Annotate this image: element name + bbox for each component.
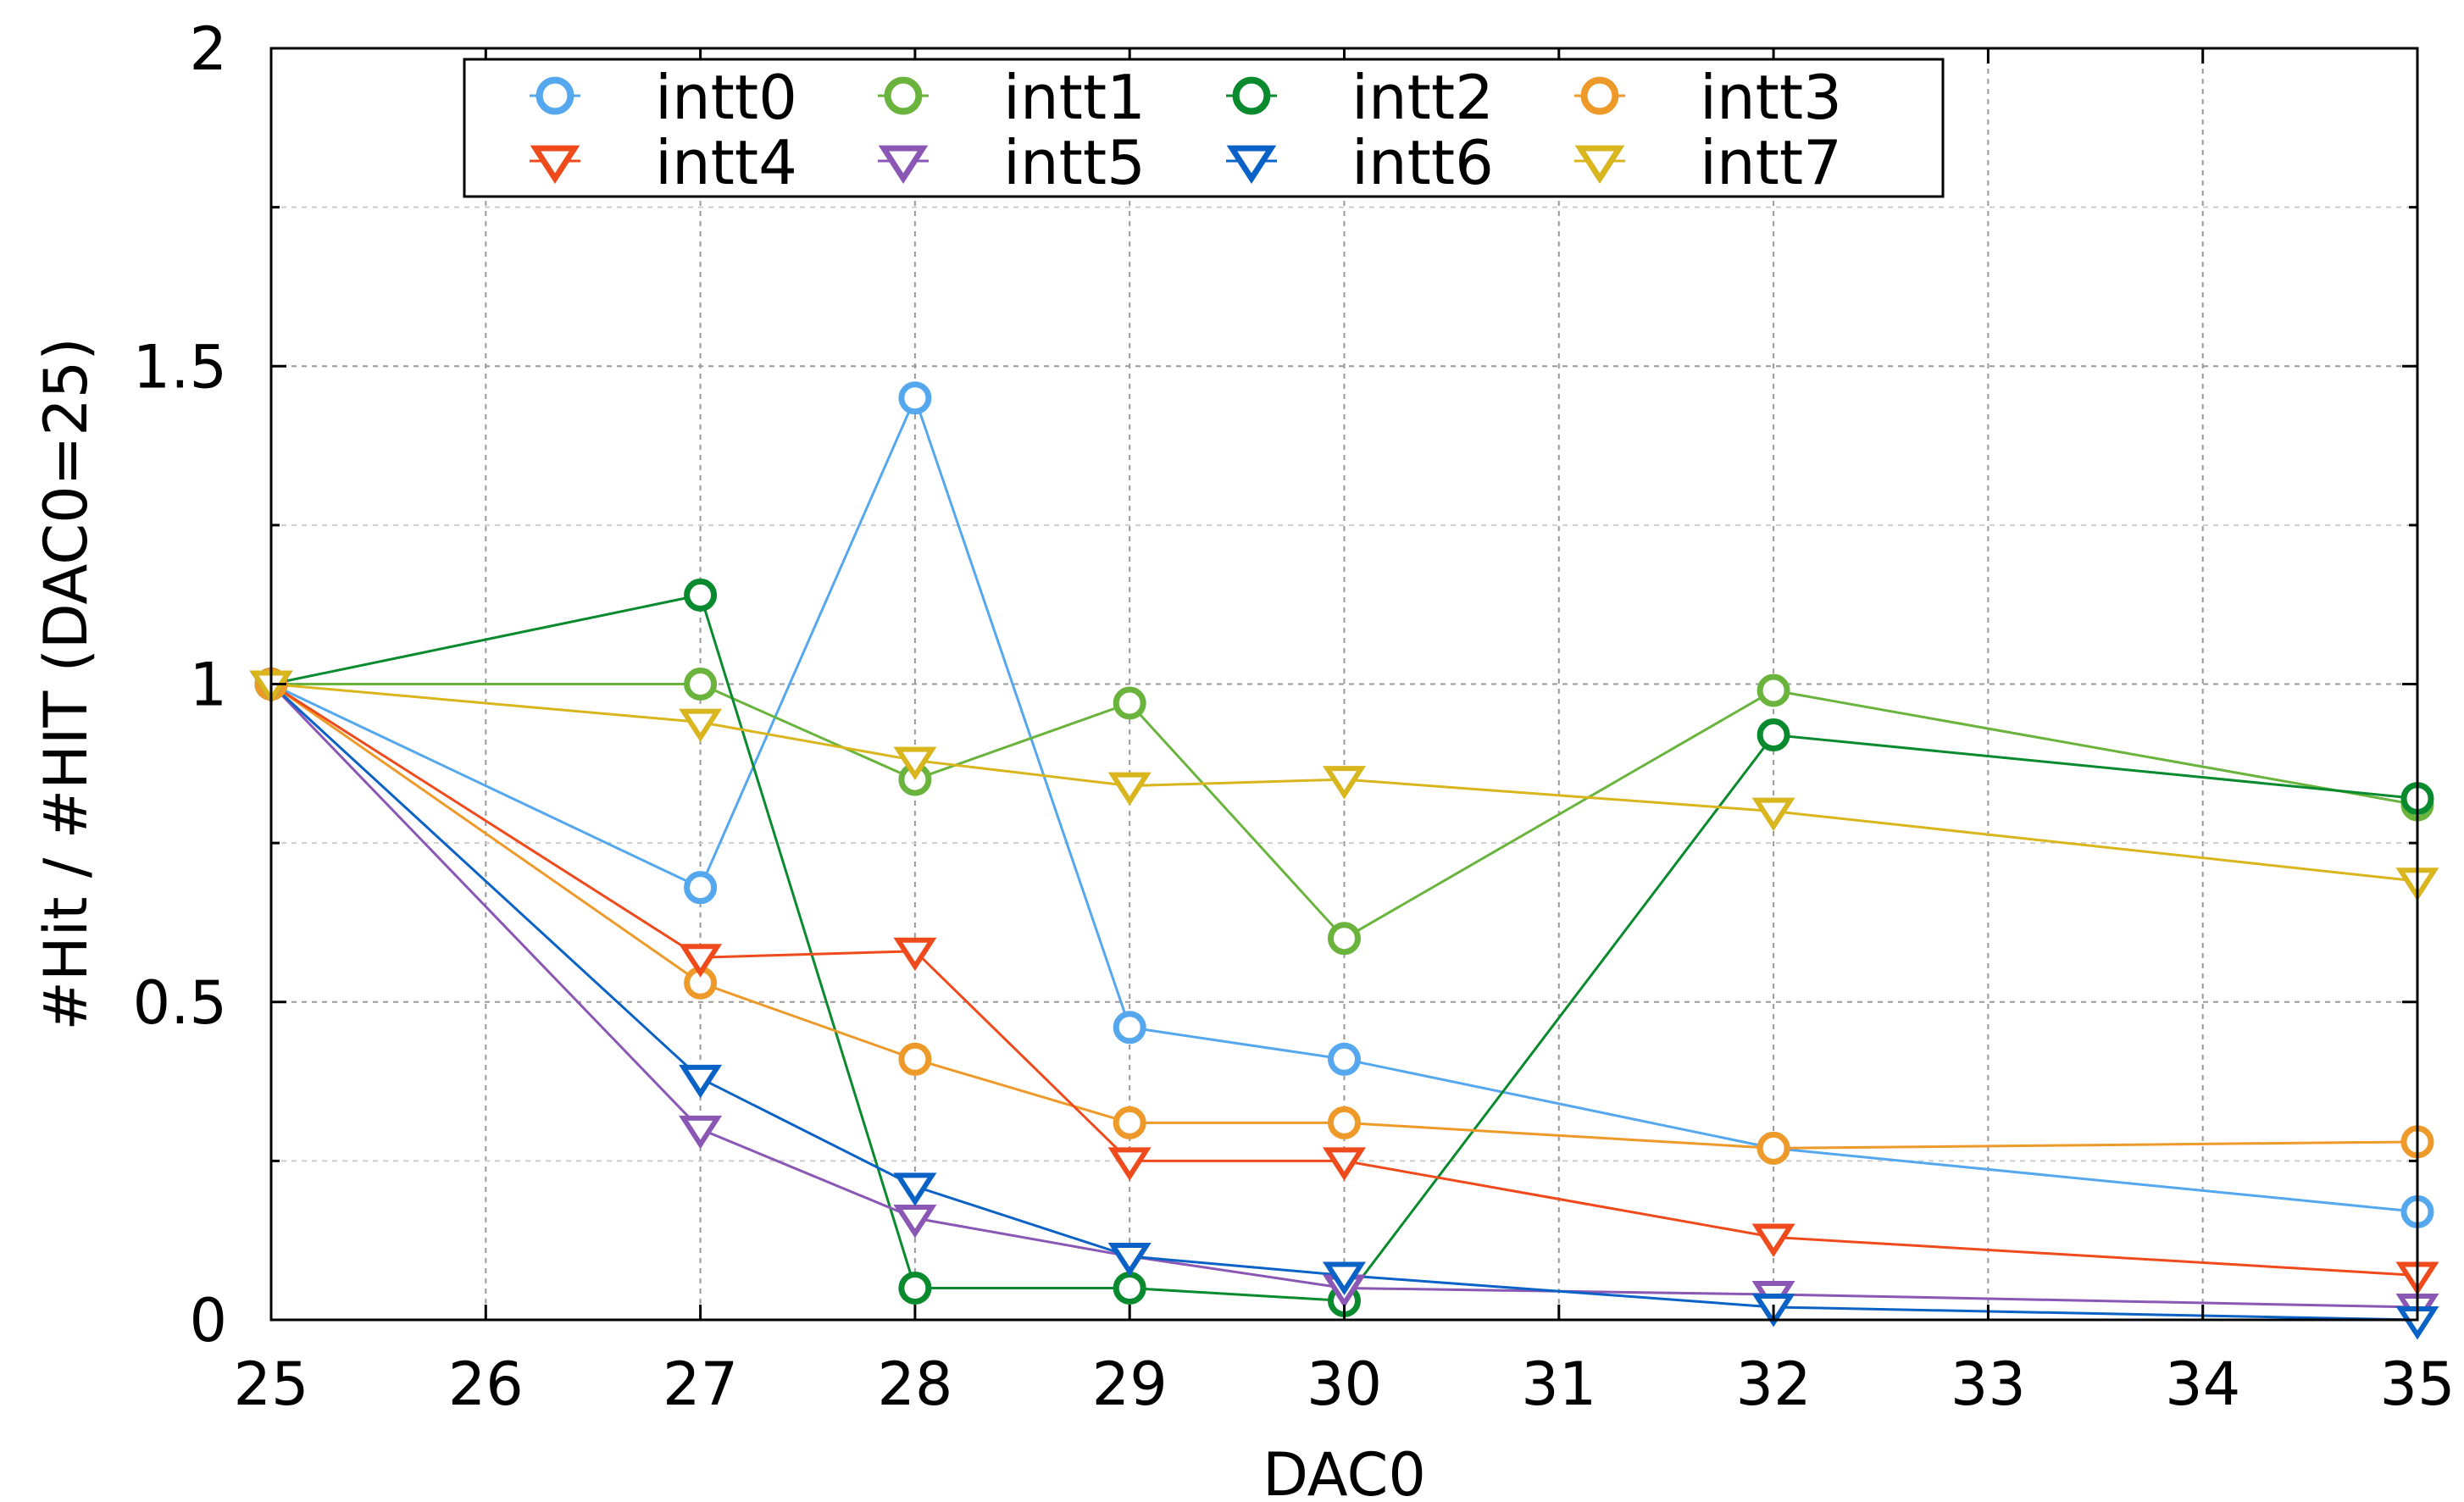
data-point-intt4 — [1322, 1147, 1367, 1181]
y-tick-label: 1 — [189, 651, 227, 720]
data-point-intt6 — [1322, 1261, 1367, 1295]
data-point-intt5 — [893, 1204, 937, 1239]
x-tick-label: 32 — [1736, 1350, 1812, 1419]
data-point-intt3 — [898, 1042, 932, 1076]
data-point-intt2 — [898, 1271, 932, 1305]
x-axis-title: DAC0 — [1263, 1440, 1426, 1502]
legend-marker — [1226, 145, 1277, 185]
data-point-intt7 — [893, 746, 937, 781]
data-point-intt7 — [1751, 797, 1795, 832]
legend-item-intt6: intt6 — [1226, 127, 1494, 198]
legend-marker — [1232, 76, 1271, 115]
x-tick-label: 26 — [448, 1350, 524, 1419]
data-point-intt6 — [1107, 1242, 1152, 1277]
legend-item-intt3: intt3 — [1574, 62, 1842, 133]
legend-box — [463, 58, 1945, 198]
data-point-intt1 — [1328, 922, 1361, 956]
y-tick-label: 0 — [189, 1286, 227, 1355]
legend-item-intt0: intt0 — [530, 62, 797, 133]
data-point-intt4 — [679, 944, 723, 978]
legend-item-intt2: intt2 — [1226, 62, 1494, 133]
data-point-intt4 — [1751, 1223, 1795, 1257]
legend-marker — [530, 145, 580, 185]
legend-marker — [1574, 145, 1625, 185]
data-point-intt7 — [679, 708, 723, 743]
data-point-intt4 — [1107, 1147, 1152, 1181]
legend-label: intt5 — [1003, 127, 1146, 198]
data-point-intt4 — [893, 937, 937, 972]
data-point-intt0 — [1113, 1011, 1146, 1045]
data-point-intt7 — [1107, 772, 1152, 806]
x-axis-ticks: 25 26 27 28 29 30 31 32 33 34 35 — [233, 48, 2456, 1419]
legend-label: intt3 — [1700, 62, 1842, 133]
legend-label: intt4 — [655, 127, 797, 198]
x-tick-label: 29 — [1092, 1350, 1168, 1419]
x-tick-label: 35 — [2379, 1350, 2455, 1419]
x-tick-label: 25 — [233, 1350, 308, 1419]
legend-item-intt4: intt4 — [530, 127, 797, 198]
legend-label: intt2 — [1351, 62, 1494, 133]
data-point-intt0 — [684, 871, 718, 905]
y-axis-ticks: 0 0.5 1 1.5 2 — [133, 14, 2417, 1355]
legend-label: intt7 — [1700, 127, 1842, 198]
legend-marker — [884, 76, 923, 115]
legend-marker — [878, 145, 929, 185]
data-point-intt2 — [684, 578, 718, 612]
x-tick-label: 30 — [1307, 1350, 1382, 1419]
legend-marker — [536, 76, 574, 115]
legend-item-intt7: intt7 — [1574, 127, 1842, 198]
x-tick-label: 33 — [1951, 1350, 2026, 1419]
series-markers — [249, 381, 2439, 1340]
data-point-intt2 — [1756, 718, 1790, 752]
series-points-intt1 — [254, 668, 2434, 956]
legend-marker — [1580, 76, 1619, 115]
data-point-intt6 — [893, 1172, 937, 1206]
legend-item-intt1: intt1 — [878, 62, 1146, 133]
data-point-intt1 — [1113, 686, 1146, 720]
y-tick-label: 2 — [189, 14, 227, 84]
data-point-intt3 — [1328, 1106, 1361, 1139]
data-point-intt1 — [684, 668, 718, 701]
data-point-intt0 — [898, 381, 932, 415]
data-point-intt0 — [1328, 1042, 1361, 1076]
data-point-intt3 — [1756, 1131, 1790, 1165]
data-point-intt6 — [679, 1064, 723, 1099]
y-tick-label: 0.5 — [133, 968, 227, 1038]
legend: intt0 intt1 intt2 intt3 intt4 intt5 intt6 intt7 — [463, 58, 1945, 198]
legend-label: intt6 — [1351, 127, 1494, 198]
x-tick-label: 27 — [663, 1350, 738, 1419]
data-point-intt2 — [1113, 1271, 1146, 1305]
data-point-intt1 — [1756, 673, 1790, 707]
data-point-intt7 — [1322, 766, 1367, 800]
y-axis-title: #Hit / #HIT (DAC0=25) — [31, 337, 101, 1030]
data-point-intt5 — [679, 1115, 723, 1150]
data-point-intt3 — [1113, 1106, 1146, 1139]
x-tick-label: 34 — [2165, 1350, 2240, 1419]
legend-item-intt5: intt5 — [878, 127, 1146, 198]
legend-label: intt1 — [1003, 62, 1146, 133]
x-tick-label: 31 — [1521, 1350, 1596, 1419]
legend-label: intt0 — [655, 62, 797, 133]
y-tick-label: 1.5 — [133, 332, 227, 402]
x-tick-label: 28 — [877, 1350, 952, 1419]
